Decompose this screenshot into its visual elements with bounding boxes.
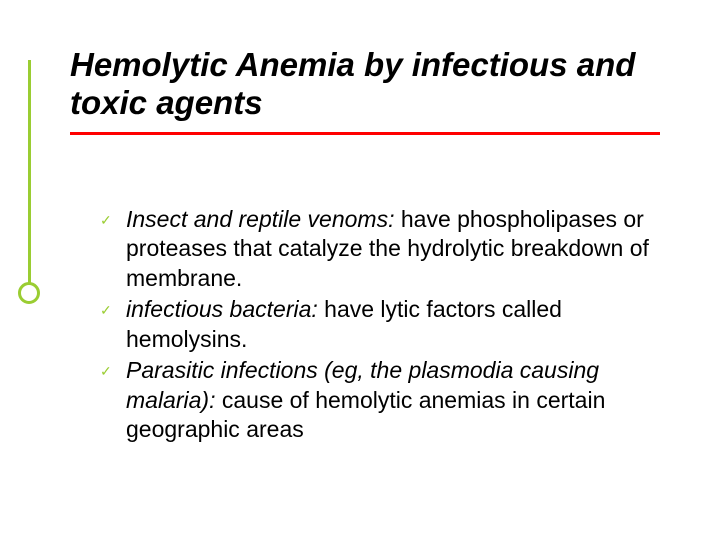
- check-icon: ✓: [100, 356, 126, 380]
- bullet-list: ✓ Insect and reptile venoms: have phosph…: [100, 205, 665, 447]
- accent-vertical-line: [28, 60, 31, 285]
- check-icon: ✓: [100, 205, 126, 229]
- list-item: ✓ Parasitic infections (eg, the plasmodi…: [100, 356, 665, 444]
- check-icon: ✓: [100, 295, 126, 319]
- slide-title: Hemolytic Anemia by infectious and toxic…: [70, 46, 660, 130]
- bullet-text: infectious bacteria: have lytic factors …: [126, 295, 665, 354]
- title-region: Hemolytic Anemia by infectious and toxic…: [70, 46, 660, 135]
- bullet-text: Parasitic infections (eg, the plasmodia …: [126, 356, 665, 444]
- list-item: ✓ Insect and reptile venoms: have phosph…: [100, 205, 665, 293]
- bullet-lead: Insect and reptile venoms:: [126, 206, 394, 232]
- title-underline: [70, 132, 660, 135]
- bullet-lead: infectious bacteria:: [126, 296, 318, 322]
- slide: Hemolytic Anemia by infectious and toxic…: [0, 0, 720, 540]
- bullet-text: Insect and reptile venoms: have phosphol…: [126, 205, 665, 293]
- accent-circle: [18, 282, 40, 304]
- list-item: ✓ infectious bacteria: have lytic factor…: [100, 295, 665, 354]
